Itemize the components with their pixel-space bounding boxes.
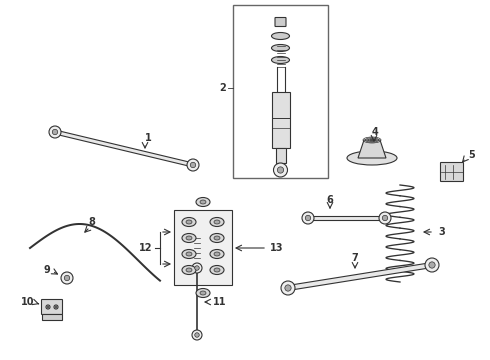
Circle shape	[382, 215, 388, 221]
Text: 9: 9	[44, 265, 50, 275]
Circle shape	[61, 272, 73, 284]
Ellipse shape	[271, 32, 290, 40]
Ellipse shape	[214, 220, 220, 224]
Text: 7: 7	[352, 253, 358, 263]
Text: 13: 13	[270, 243, 284, 253]
Polygon shape	[54, 130, 194, 167]
FancyBboxPatch shape	[42, 300, 63, 315]
Circle shape	[281, 281, 295, 295]
Ellipse shape	[210, 249, 224, 258]
Text: 10: 10	[21, 297, 35, 307]
Circle shape	[52, 129, 58, 135]
Ellipse shape	[210, 217, 224, 226]
Circle shape	[285, 285, 291, 291]
Circle shape	[379, 212, 391, 224]
Polygon shape	[308, 216, 385, 220]
Bar	[42, 314, 62, 320]
Ellipse shape	[186, 268, 192, 272]
FancyBboxPatch shape	[441, 162, 464, 181]
Ellipse shape	[210, 234, 224, 243]
Polygon shape	[358, 140, 386, 158]
Ellipse shape	[182, 234, 196, 243]
Bar	[174, 210, 232, 285]
Circle shape	[302, 212, 314, 224]
Ellipse shape	[214, 268, 220, 272]
Ellipse shape	[186, 252, 192, 256]
Circle shape	[192, 263, 202, 273]
Ellipse shape	[200, 200, 206, 204]
Circle shape	[305, 215, 311, 221]
Ellipse shape	[347, 151, 397, 165]
Circle shape	[195, 266, 199, 270]
Circle shape	[64, 275, 70, 281]
Ellipse shape	[214, 252, 220, 256]
Circle shape	[49, 126, 61, 138]
Circle shape	[429, 262, 435, 268]
Circle shape	[46, 305, 50, 309]
Circle shape	[192, 330, 202, 340]
Circle shape	[187, 159, 199, 171]
Bar	[271, 92, 290, 148]
Circle shape	[190, 162, 196, 168]
Text: 2: 2	[219, 83, 226, 93]
Ellipse shape	[214, 236, 220, 240]
Circle shape	[54, 305, 58, 309]
Circle shape	[47, 306, 49, 308]
Circle shape	[273, 163, 288, 177]
Polygon shape	[288, 262, 432, 291]
Text: 6: 6	[327, 195, 333, 205]
Ellipse shape	[271, 57, 290, 63]
Ellipse shape	[186, 220, 192, 224]
Ellipse shape	[271, 45, 290, 51]
Ellipse shape	[182, 217, 196, 226]
Text: 4: 4	[371, 127, 378, 137]
Circle shape	[55, 306, 57, 308]
Text: 1: 1	[145, 133, 151, 143]
Ellipse shape	[182, 249, 196, 258]
FancyBboxPatch shape	[275, 18, 286, 27]
Text: 8: 8	[89, 217, 96, 227]
Text: 3: 3	[438, 227, 445, 237]
Ellipse shape	[182, 266, 196, 275]
Circle shape	[425, 258, 439, 272]
Ellipse shape	[196, 288, 210, 297]
Text: 5: 5	[468, 150, 475, 160]
Text: 12: 12	[139, 243, 152, 253]
Ellipse shape	[200, 291, 206, 295]
Bar	[233, 5, 328, 178]
Ellipse shape	[186, 236, 192, 240]
Ellipse shape	[210, 266, 224, 275]
Circle shape	[195, 333, 199, 337]
Text: 11: 11	[213, 297, 226, 307]
Bar	[275, 148, 286, 163]
Ellipse shape	[196, 198, 210, 207]
Circle shape	[277, 167, 284, 173]
